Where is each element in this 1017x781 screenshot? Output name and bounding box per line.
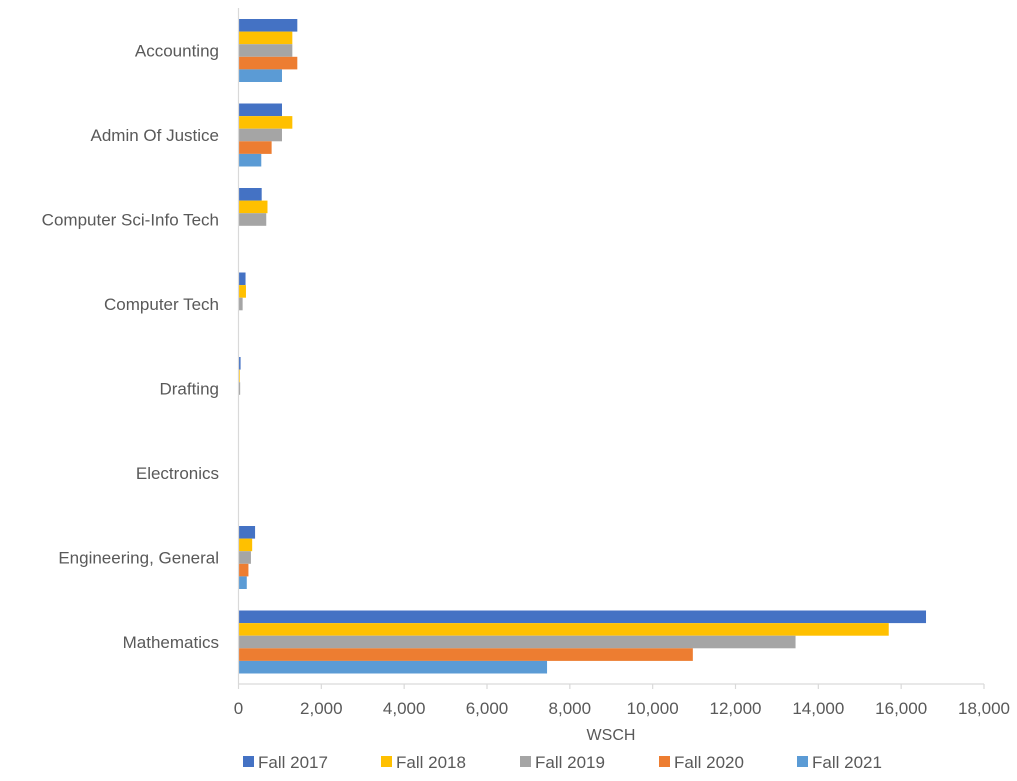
bar-mathematics-fall-2019 — [239, 636, 796, 649]
bar-admin-of-justice-fall-2017 — [239, 104, 282, 117]
legend-swatch — [659, 756, 670, 767]
bar-mathematics-fall-2017 — [239, 611, 927, 624]
legend-label: Fall 2019 — [535, 753, 605, 772]
y-tick-label: Engineering, General — [58, 548, 219, 567]
legend-swatch — [243, 756, 254, 767]
bar-mathematics-fall-2018 — [239, 623, 889, 636]
bar-accounting-fall-2017 — [239, 19, 298, 32]
bar-mathematics-fall-2021 — [239, 661, 548, 674]
bar-computer-tech-fall-2019 — [239, 298, 243, 311]
y-tick-label: Admin Of Justice — [91, 126, 220, 145]
axes-layer — [239, 8, 985, 689]
y-tick-label: Electronics — [136, 464, 219, 483]
bar-admin-of-justice-fall-2019 — [239, 129, 282, 142]
bar-engineering-general-fall-2019 — [239, 551, 251, 564]
x-tick-label: 14,000 — [792, 699, 844, 718]
legend-swatch — [381, 756, 392, 767]
y-tick-label: Mathematics — [123, 633, 219, 652]
bar-mathematics-fall-2020 — [239, 648, 693, 661]
x-tick-label: 10,000 — [627, 699, 679, 718]
x-tick-label: 8,000 — [549, 699, 592, 718]
bar-admin-of-justice-fall-2021 — [239, 154, 262, 167]
y-tick-label: Accounting — [135, 41, 219, 60]
bar-accounting-fall-2021 — [239, 69, 282, 82]
bar-engineering-general-fall-2018 — [239, 539, 253, 552]
x-tick-label: 16,000 — [875, 699, 927, 718]
legend-label: Fall 2020 — [674, 753, 744, 772]
bar-admin-of-justice-fall-2020 — [239, 141, 272, 154]
legend-swatch — [520, 756, 531, 767]
bar-admin-of-justice-fall-2018 — [239, 116, 293, 129]
bar-accounting-fall-2018 — [239, 32, 293, 45]
x-axis-title: WSCH — [587, 727, 636, 744]
x-tick-label: 12,000 — [710, 699, 762, 718]
bar-computer-tech-fall-2017 — [239, 273, 246, 286]
bar-computer-sci-info-tech-fall-2017 — [239, 188, 262, 201]
y-tick-label: Computer Sci-Info Tech — [42, 210, 219, 229]
bar-engineering-general-fall-2017 — [239, 526, 256, 539]
legend-label: Fall 2017 — [258, 753, 328, 772]
y-tick-label: Computer Tech — [104, 295, 219, 314]
bar-accounting-fall-2019 — [239, 44, 293, 57]
y-tick-label: Drafting — [159, 379, 219, 398]
legend: Fall 2017 Fall 2018 Fall 2019 Fall 2020 Fall… — [243, 753, 882, 772]
x-tick-label: 4,000 — [383, 699, 426, 718]
x-tick-label: 0 — [234, 699, 243, 718]
bar-computer-sci-info-tech-fall-2019 — [239, 213, 267, 226]
legend-label: Fall 2021 — [812, 753, 882, 772]
bar-computer-sci-info-tech-fall-2018 — [239, 201, 268, 214]
x-tick-label: 18,000 — [958, 699, 1010, 718]
legend-swatch — [797, 756, 808, 767]
bar-accounting-fall-2020 — [239, 57, 298, 70]
bar-engineering-general-fall-2021 — [239, 576, 247, 589]
legend-label: Fall 2018 — [396, 753, 466, 772]
x-tick-label: 6,000 — [466, 699, 509, 718]
bars-layer — [239, 19, 927, 674]
bar-engineering-general-fall-2020 — [239, 564, 249, 577]
bar-computer-tech-fall-2018 — [239, 285, 246, 298]
x-tick-label: 2,000 — [300, 699, 343, 718]
